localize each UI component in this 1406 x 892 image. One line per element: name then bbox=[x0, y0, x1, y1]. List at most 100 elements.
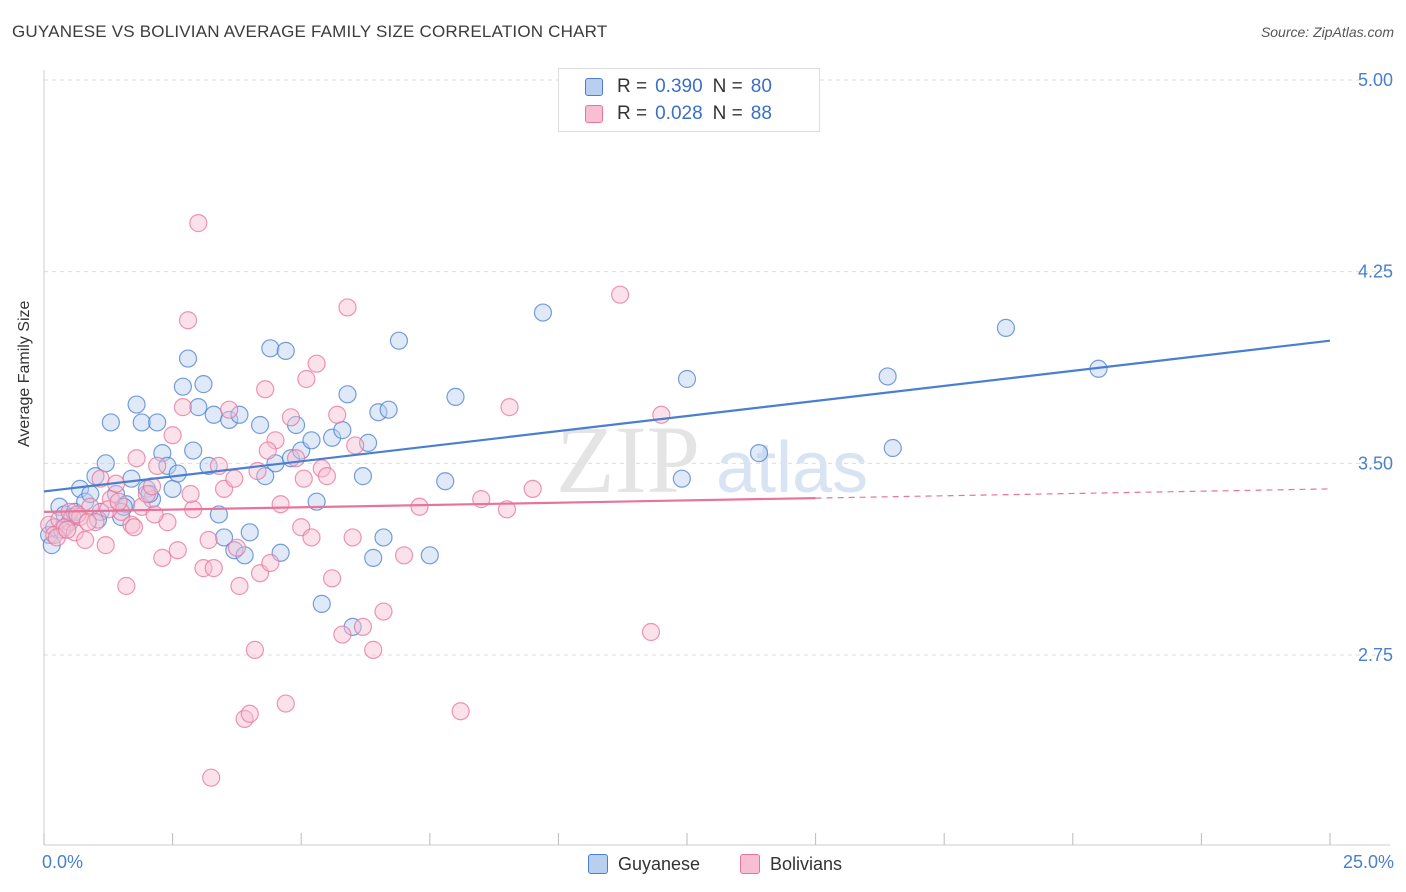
bolivians-point bbox=[343, 528, 362, 547]
bolivians-point bbox=[266, 431, 285, 450]
bolivians-swatch bbox=[585, 105, 603, 123]
bolivians-point bbox=[86, 513, 105, 532]
bolivians-point bbox=[322, 569, 342, 588]
bolivians-point bbox=[96, 536, 115, 555]
guyanese-point bbox=[168, 464, 187, 483]
guyanese-point bbox=[173, 377, 192, 396]
bolivians-point bbox=[178, 311, 198, 330]
bolivians-point bbox=[261, 553, 280, 573]
bottom-guyanese-label: Guyanese bbox=[618, 853, 701, 874]
bolivians-point bbox=[168, 541, 187, 560]
bolivians-point bbox=[338, 298, 357, 317]
guyanese-point bbox=[204, 405, 223, 424]
bottom-guyanese-swatch bbox=[588, 854, 608, 874]
guyanese-point bbox=[122, 469, 141, 488]
legend-row-guyanese: R = 0.390 N = 80 bbox=[585, 75, 772, 99]
guyanese-point bbox=[389, 331, 409, 350]
bolivians-point bbox=[148, 456, 167, 475]
bolivians-point bbox=[302, 528, 321, 547]
guyanese-point bbox=[250, 415, 270, 435]
bolivians-point bbox=[286, 449, 306, 468]
bolivians-point bbox=[47, 528, 66, 547]
guyanese-point bbox=[312, 594, 331, 613]
guyanese-point bbox=[178, 349, 198, 368]
guyanese-point bbox=[163, 479, 182, 498]
bolivians-point bbox=[220, 400, 239, 419]
bolivians-point bbox=[199, 530, 218, 550]
guyanese-point bbox=[364, 548, 383, 567]
bolivians-point bbox=[127, 449, 146, 468]
guyanese-point bbox=[132, 413, 151, 432]
guyanese-n-value: 80 bbox=[750, 76, 772, 97]
gridlines bbox=[44, 79, 1390, 656]
bolivians-point bbox=[333, 625, 352, 644]
bolivians-point bbox=[523, 479, 542, 498]
bolivians-point bbox=[307, 354, 326, 373]
bolivians-point bbox=[227, 538, 246, 557]
bolivians-point bbox=[276, 694, 295, 713]
bolivians-point bbox=[611, 285, 630, 304]
bolivians-point bbox=[225, 469, 244, 488]
guyanese-swatch bbox=[585, 78, 603, 96]
guyanese-point bbox=[184, 441, 203, 460]
guyanese-point bbox=[353, 467, 373, 486]
guyanese-point bbox=[214, 528, 234, 547]
bottom-bolivians-swatch bbox=[740, 854, 760, 874]
bolivians-point bbox=[374, 602, 393, 621]
bolivians-point bbox=[240, 704, 259, 723]
bolivians-point bbox=[230, 576, 249, 596]
y-tick-labels: 5.00 4.25 3.50 2.75 bbox=[1358, 70, 1393, 665]
axes bbox=[43, 70, 1390, 846]
guyanese-n-label: N = bbox=[712, 76, 743, 97]
guyanese-trend-line bbox=[43, 339, 1331, 493]
x-tick-min: 0.0% bbox=[42, 852, 84, 872]
guyanese-point bbox=[194, 375, 213, 394]
bolivians-point bbox=[124, 518, 144, 537]
bolivians-point bbox=[328, 405, 347, 424]
bolivians-point bbox=[500, 398, 519, 417]
bolivians-point bbox=[497, 500, 517, 519]
guyanese-point bbox=[101, 413, 120, 432]
chart-title: GUYANESE VS BOLIVIAN AVERAGE FAMILY SIZE… bbox=[12, 22, 608, 41]
guyanese-point bbox=[276, 341, 295, 360]
bolivians-r-label: R = bbox=[617, 103, 648, 124]
guyanese-point bbox=[302, 431, 321, 450]
bolivians-point bbox=[117, 576, 136, 596]
bolivians-n-value: 88 bbox=[750, 103, 772, 124]
bolivians-trend-extension bbox=[815, 488, 1331, 499]
guyanese-point bbox=[677, 369, 697, 389]
bolivians-point bbox=[245, 640, 265, 659]
guyanese-point bbox=[220, 410, 239, 429]
bolivians-point bbox=[145, 505, 164, 524]
bolivians-point bbox=[76, 530, 95, 550]
bolivians-point bbox=[153, 548, 172, 567]
bolivians-point bbox=[317, 467, 337, 486]
bolivians-point bbox=[99, 500, 118, 519]
bolivians-point bbox=[163, 426, 182, 445]
bolivians-point bbox=[194, 559, 213, 578]
guyanese-point bbox=[996, 318, 1016, 337]
legend-row-bolivians: R = 0.028 N = 88 bbox=[585, 102, 772, 126]
guyanese-point bbox=[261, 339, 280, 358]
bottom-legend-guyanese: Guyanese bbox=[588, 852, 700, 876]
bolivians-point bbox=[451, 702, 470, 721]
bolivians-point bbox=[109, 492, 128, 511]
watermark-atlas: atlas bbox=[716, 428, 868, 508]
correlation-legend: R = 0.390 N = 80 R = 0.028 N = 88 bbox=[558, 68, 820, 132]
guyanese-point bbox=[436, 472, 455, 491]
guyanese-point bbox=[322, 428, 342, 447]
guyanese-point bbox=[374, 528, 393, 547]
guyanese-point bbox=[379, 400, 398, 419]
bolivians-point bbox=[173, 398, 192, 417]
bolivians-n-label: N = bbox=[712, 103, 743, 124]
guyanese-point bbox=[148, 413, 167, 432]
guyanese-point bbox=[878, 367, 897, 386]
trend-lines bbox=[43, 339, 1331, 513]
guyanese-point bbox=[158, 456, 177, 475]
guyanese-point bbox=[446, 387, 465, 406]
bolivians-point bbox=[181, 484, 200, 504]
guyanese-point bbox=[96, 454, 115, 473]
guyanese-point bbox=[883, 438, 902, 458]
guyanese-point bbox=[189, 398, 208, 417]
bolivians-point bbox=[410, 497, 429, 516]
